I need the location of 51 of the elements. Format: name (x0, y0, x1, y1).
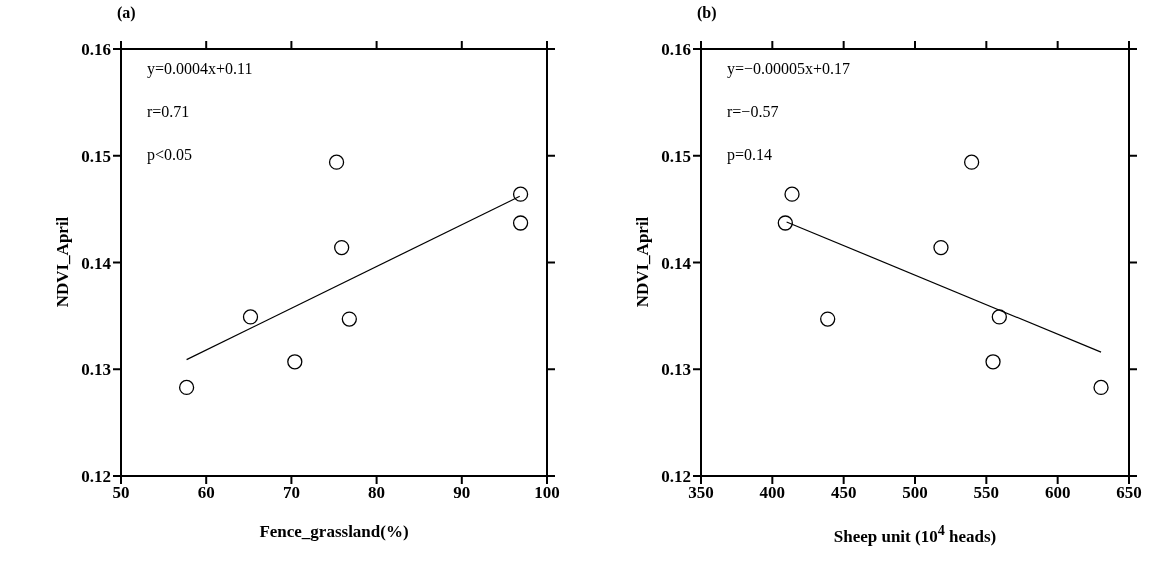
x-tick-label: 70 (282, 483, 300, 503)
annotation: p=0.14 (727, 146, 773, 164)
point (985, 354, 1001, 370)
x-tick-label: 60 (197, 483, 215, 503)
y-tick-label: 0.13 (81, 360, 111, 380)
y-tick-label: 0.14 (661, 253, 692, 273)
annotation: r=−0.57 (727, 103, 779, 121)
x-axis-title: Fence_grassland(%) (258, 522, 410, 542)
y-tick-label: 0.13 (661, 360, 691, 380)
point (784, 186, 800, 202)
y-tick-label: 0.12 (661, 467, 691, 487)
point (1093, 379, 1109, 396)
y-tick-label: 0.15 (661, 146, 691, 166)
point (341, 311, 357, 327)
point (178, 379, 195, 396)
y-tick-label: 0.14 (81, 253, 112, 273)
point (933, 239, 949, 256)
y-tick-label: 0.16 (81, 40, 111, 60)
point (963, 154, 980, 170)
x-tick-label: 450 (830, 483, 857, 503)
annotation: p<0.05 (147, 146, 193, 164)
y-tick-label: 0.16 (661, 40, 691, 60)
point (777, 215, 793, 231)
x-tick-label: 550 (973, 483, 1000, 503)
x-tick-label: 500 (902, 483, 928, 503)
y-axis-title: NDVI_April (53, 215, 73, 310)
x-tick-label: 400 (759, 483, 786, 503)
point (820, 311, 836, 327)
point (991, 309, 1007, 325)
x-tick-label: 50 (112, 483, 130, 503)
y-tick-label: 0.12 (81, 467, 111, 487)
point (242, 309, 259, 325)
annotation: r=0.71 (147, 103, 190, 121)
annotation: y=0.0004x+0.11 (147, 60, 253, 78)
x-tick-label: 600 (1044, 483, 1071, 503)
x-axis-title: Sheep unit (10$^{4}$ heads) (832, 522, 998, 547)
y-axis-title: NDVI_April (633, 215, 653, 310)
y-tick-label: 0.15 (81, 146, 111, 166)
annotation: y=−0.00005x+0.17 (727, 60, 851, 78)
x-tick-label: 100 (534, 483, 560, 503)
point (512, 186, 529, 202)
x-tick-label: 90 (453, 483, 471, 503)
chart-title: (b) (697, 4, 717, 22)
point (512, 215, 529, 231)
point (287, 354, 303, 370)
x-tick-label: 80 (368, 483, 386, 503)
point (328, 154, 345, 170)
point (334, 239, 350, 256)
chart-title: (a) (117, 4, 136, 22)
x-tick-label: 350 (688, 483, 714, 503)
x-tick-label: 650 (1116, 483, 1142, 503)
